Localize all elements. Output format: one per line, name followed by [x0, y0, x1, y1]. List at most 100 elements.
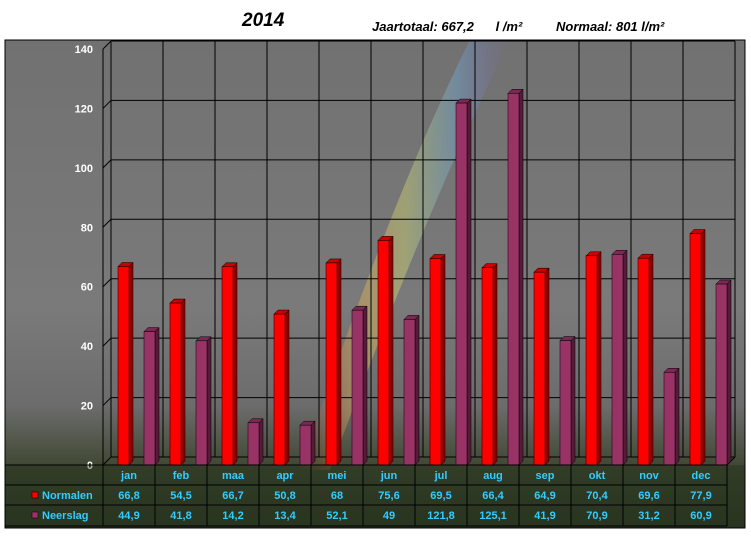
normal-label: Normaal: 801 l/m²	[556, 19, 665, 34]
bar-side	[596, 251, 602, 466]
bars-group	[117, 88, 732, 466]
bar-front	[533, 271, 546, 466]
data-label: 49	[383, 510, 395, 522]
data-label: 70,4	[586, 490, 608, 502]
bar-neerslag	[455, 98, 472, 466]
category-label: mei	[328, 470, 347, 482]
bar-side	[388, 235, 394, 466]
bar-side	[440, 253, 446, 466]
bar-front	[273, 313, 286, 466]
bar-normalen	[689, 228, 706, 466]
bar-neerslag	[195, 336, 212, 466]
data-table: jan feb maa apr mei jun jul aug sep okt nov dec Norm…	[4, 464, 745, 528]
bar-neerslag	[715, 279, 732, 466]
grid-side-line	[102, 40, 112, 50]
bar-front	[481, 267, 494, 466]
bar-front	[325, 262, 338, 466]
category-label: dec	[692, 470, 711, 482]
y-tick-label: 100	[75, 163, 93, 175]
bar-normalen	[585, 251, 602, 466]
bar-front	[715, 283, 728, 466]
data-label: 75,6	[378, 490, 399, 502]
chart-title: 2014	[242, 10, 285, 31]
data-label: 14,2	[222, 510, 243, 522]
category-label: jan	[120, 470, 137, 482]
category-label: maa	[222, 470, 245, 482]
category-label: jun	[380, 470, 398, 482]
bar-front	[403, 319, 416, 466]
bar-front	[689, 233, 702, 466]
bar-side	[232, 262, 238, 466]
grid-side-line	[102, 218, 112, 228]
outer-border	[4, 39, 746, 529]
bar-neerslag	[507, 88, 524, 466]
data-label: 69,5	[430, 490, 451, 502]
bar-front	[611, 254, 624, 466]
bar-front	[351, 309, 364, 466]
bar-neerslag	[143, 326, 160, 466]
legend-swatch-normalen	[31, 491, 39, 499]
bar-side	[700, 228, 706, 466]
bar-normalen	[273, 309, 290, 466]
bar-front	[143, 331, 156, 466]
bar-side	[622, 249, 628, 466]
bar-normalen	[429, 253, 446, 466]
bar-front	[507, 93, 520, 466]
data-label: 60,9	[690, 510, 711, 522]
bar-side	[492, 263, 498, 466]
grid-side-line	[102, 397, 112, 406]
bar-side	[466, 98, 472, 466]
bar-neerslag	[611, 249, 628, 466]
data-label: 50,8	[274, 490, 295, 502]
bar-side	[128, 261, 134, 466]
y-tick-label: 80	[81, 222, 93, 234]
data-label: 13,4	[274, 510, 296, 522]
data-label: 70,9	[586, 510, 607, 522]
bar-front	[429, 258, 442, 466]
data-label: 41,9	[534, 510, 555, 522]
bar-side	[206, 336, 212, 466]
bar-normalen	[169, 298, 186, 466]
table-background	[5, 465, 745, 528]
grid-side-line	[102, 278, 112, 288]
category-label: feb	[173, 470, 190, 482]
grid-side-line	[102, 456, 112, 466]
bar-front	[247, 422, 260, 466]
bar-normalen	[377, 235, 394, 466]
bar-front	[117, 266, 130, 466]
data-label: 64,9	[534, 490, 555, 502]
bar-normalen	[221, 262, 238, 466]
data-label: 77,9	[690, 490, 711, 502]
data-label: 125,1	[479, 510, 507, 522]
data-label: 41,8	[170, 510, 191, 522]
grid-side-line	[102, 159, 112, 169]
bar-normalen	[533, 267, 550, 466]
bar-front	[585, 255, 598, 466]
bar-side	[544, 267, 550, 466]
bar-side	[726, 279, 732, 466]
legend-label-normalen: Normalen	[42, 490, 93, 502]
y-tick-label: 0	[87, 460, 93, 472]
category-label: jul	[434, 470, 448, 482]
category-label: sep	[536, 470, 555, 482]
y-axis-ticks: 0 20 40 60 80 100 120 140	[75, 44, 93, 472]
year-total-label: Jaartotaal: 667,2 l /m²	[372, 19, 523, 34]
bar-neerslag	[403, 314, 420, 466]
data-label: 68	[331, 490, 343, 502]
bar-normalen	[481, 263, 498, 466]
y-tick-label: 40	[81, 341, 93, 353]
bar-front	[663, 372, 676, 466]
legend-label-neerslag: Neerslag	[42, 510, 88, 522]
bar-side	[336, 258, 342, 466]
category-label: nov	[639, 470, 659, 482]
plot-grid	[102, 40, 736, 466]
bar-front	[195, 340, 208, 466]
y-tick-label: 120	[75, 103, 93, 115]
data-label: 69,6	[638, 490, 659, 502]
data-label: 52,1	[326, 510, 347, 522]
bar-neerslag	[351, 305, 368, 466]
bar-front	[637, 257, 650, 466]
bar-normalen	[637, 253, 654, 466]
grid-side-line	[102, 337, 112, 347]
